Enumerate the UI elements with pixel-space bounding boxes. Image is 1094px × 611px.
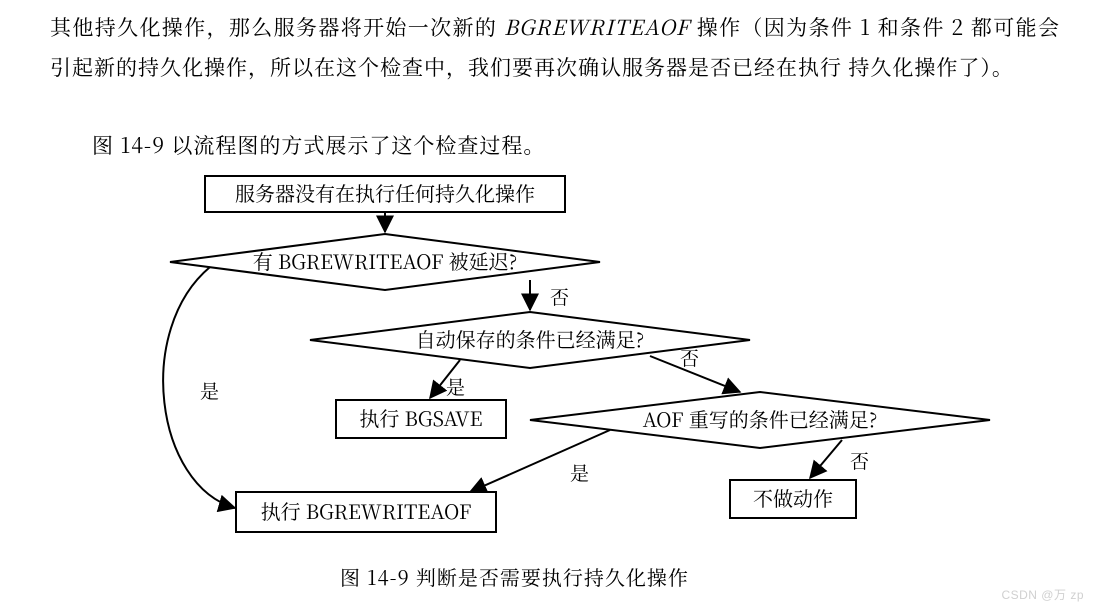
page: 其他持久化操作，那么服务器将开始一次新的 BGREWRITEAOF 操作（因为条… — [0, 0, 1094, 611]
paragraph-1: 其他持久化操作，那么服务器将开始一次新的 BGREWRITEAOF 操作（因为条… — [50, 8, 1060, 88]
paragraph-2: 图 14-9 以流程图的方式展示了这个检查过程。 — [50, 126, 1060, 166]
label-d3-no: 否 — [850, 447, 869, 474]
edge-d3-noop — [810, 440, 842, 478]
node-start-label: 服务器没有在执行任何持久化操作 — [235, 178, 535, 207]
p1-italic: BGREWRITEAOF — [504, 12, 690, 42]
p1-line3: 持久化操作了）。 — [848, 52, 1014, 82]
node-d1-label: 有 BGREWRITEAOF 被延迟? — [253, 246, 518, 275]
node-noop-label: 不做动作 — [753, 483, 833, 512]
label-d3-yes: 是 — [570, 459, 589, 486]
figure-caption: 图 14-9 判断是否需要执行持久化操作 — [340, 562, 689, 591]
node-bgaof-label: 执行 BGREWRITEAOF — [261, 496, 472, 525]
p2-text: 图 14-9 以流程图的方式展示了这个检查过程。 — [92, 130, 545, 160]
watermark: CSDN @万 zp — [1001, 586, 1084, 603]
node-d2-label: 自动保存的条件已经满足? — [416, 324, 645, 353]
label-d2-no: 否 — [680, 344, 699, 371]
node-bgsave-label: 执行 BGSAVE — [359, 403, 482, 432]
p1-line1a: 其他持久化操作，那么服务器将开始一次新的 — [50, 12, 504, 42]
node-d3-label: AOF 重写的条件已经满足? — [643, 404, 878, 433]
label-d2-yes: 是 — [446, 373, 465, 400]
flowchart-svg: 服务器没有在执行任何持久化操作 有 BGREWRITEAOF 被延迟? 否 自动… — [140, 170, 1000, 560]
p1-line1c: 操作（因为条件 1 和条件 2 — [690, 12, 964, 42]
flowchart: 服务器没有在执行任何持久化操作 有 BGREWRITEAOF 被延迟? 否 自动… — [140, 170, 1000, 560]
label-d1-no: 否 — [550, 283, 569, 310]
label-d1-yes: 是 — [200, 377, 219, 404]
